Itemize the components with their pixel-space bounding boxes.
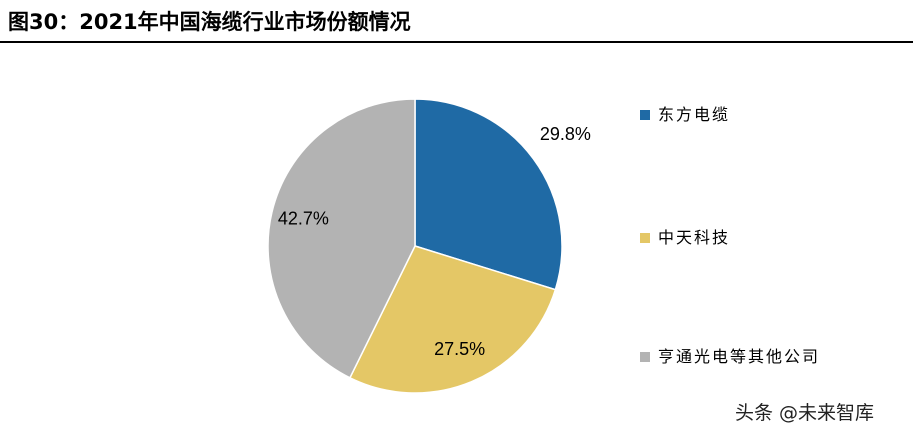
chart-title: 图30：2021年中国海缆行业市场份额情况 [8, 10, 411, 34]
watermark: 头条 @未来智库 [735, 402, 875, 424]
legend-item: 亨通光电等其他公司 [640, 345, 820, 369]
data-label: 42.7% [278, 209, 329, 229]
legend-swatch [640, 233, 650, 243]
legend-swatch [640, 110, 650, 120]
legend-item: 东方电缆 [640, 103, 820, 127]
legend-swatch [640, 352, 650, 362]
legend-label: 东方电缆 [658, 105, 731, 124]
pie-slice [414, 98, 563, 291]
pie-slice [348, 245, 557, 394]
data-label: 27.5% [434, 339, 485, 359]
legend-label: 中天科技 [658, 228, 731, 247]
legend-label: 亨通光电等其他公司 [658, 347, 821, 366]
data-label: 29.8% [540, 124, 591, 144]
legend-item: 中天科技 [640, 226, 820, 250]
pie-slice [267, 98, 416, 379]
title-rule [0, 41, 913, 43]
